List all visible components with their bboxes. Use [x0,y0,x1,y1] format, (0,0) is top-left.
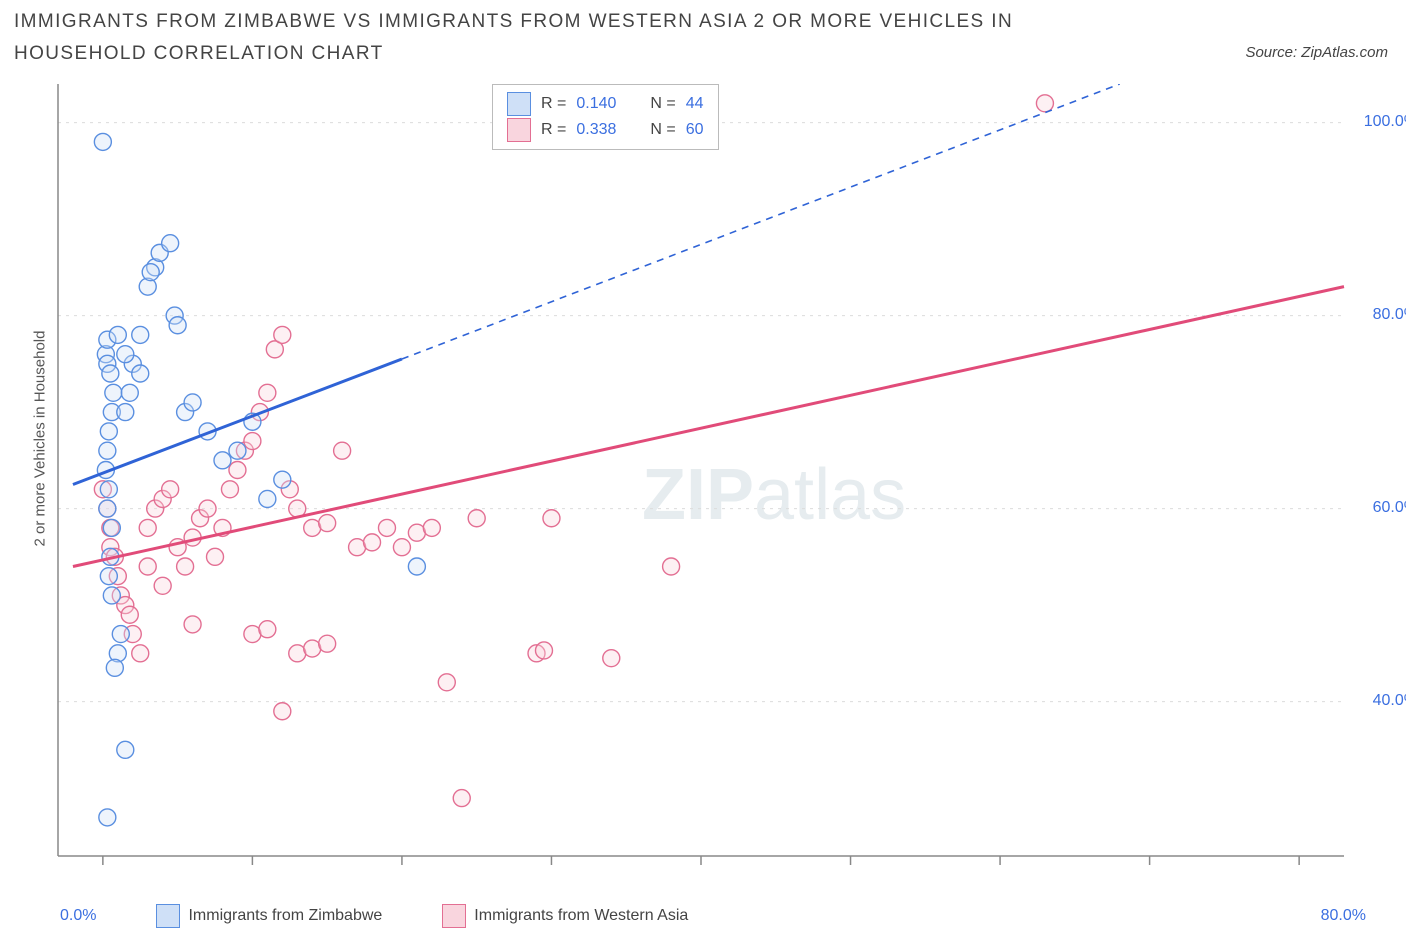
data-point [229,462,246,479]
data-point [663,558,680,575]
y-tick-label: 80.0% [1348,306,1406,324]
trendline-western-asia [73,287,1344,567]
data-point [603,650,620,667]
data-point [121,606,138,623]
y-tick-label: 60.0% [1348,499,1406,517]
data-point [162,235,179,252]
data-point [109,326,126,343]
y-tick-label: 40.0% [1348,692,1406,710]
data-point [199,500,216,517]
data-point [259,621,276,638]
stats-legend-row: R = 0.338 N = 60 [507,117,704,143]
stats-legend-row: R = 0.140 N = 44 [507,91,704,117]
data-point [378,519,395,536]
data-point [112,626,129,643]
data-point [100,481,117,498]
legend-swatch-western-asia [442,904,466,928]
data-point [99,809,116,826]
stats-n-label: N = [650,91,675,117]
stats-swatch [507,118,531,142]
data-point [244,433,261,450]
source-attribution: Source: ZipAtlas.com [1245,44,1388,61]
data-point [132,645,149,662]
data-point [105,384,122,401]
data-point [408,558,425,575]
data-point [139,558,156,575]
data-point [106,659,123,676]
data-point [117,346,134,363]
data-point [535,642,552,659]
data-point [139,519,156,536]
data-point [162,481,179,498]
stats-n-value: 44 [686,91,704,117]
data-point [319,635,336,652]
data-point [319,515,336,532]
chart-title: IMMIGRANTS FROM ZIMBABWE VS IMMIGRANTS F… [14,6,1114,70]
data-point [117,741,134,758]
data-point [102,365,119,382]
data-point [438,674,455,691]
data-point [169,317,186,334]
data-point [334,442,351,459]
data-point [184,394,201,411]
data-point [229,442,246,459]
data-point [132,326,149,343]
data-point [543,510,560,527]
data-point [207,548,224,565]
data-point [100,568,117,585]
data-point [99,500,116,517]
data-point [274,326,291,343]
data-point [221,481,238,498]
stats-r-value: 0.338 [576,117,616,143]
data-point [117,404,134,421]
data-point [1036,95,1053,112]
data-point [259,384,276,401]
x-axis-min-label: 0.0% [60,907,96,925]
data-point [154,577,171,594]
y-tick-label: 100.0% [1348,113,1406,131]
legend-swatch-zimbabwe [156,904,180,928]
stats-swatch [507,92,531,116]
bottom-legend: 0.0% Immigrants from Zimbabwe Immigrants… [0,904,1406,928]
legend-item-western-asia: Immigrants from Western Asia [442,904,688,928]
y-axis-label: 2 or more Vehicles in Household [32,309,49,569]
data-point [259,490,276,507]
stats-r-label: R = [541,91,566,117]
data-point [423,519,440,536]
data-point [100,423,117,440]
data-point [121,384,138,401]
data-point [214,452,231,469]
stats-r-value: 0.140 [576,91,616,117]
scatter-plot-svg [52,84,1388,878]
data-point [364,534,381,551]
data-point [142,264,159,281]
stats-n-value: 60 [686,117,704,143]
data-point [184,616,201,633]
x-axis-max-label: 80.0% [1321,907,1366,925]
data-point [468,510,485,527]
legend-item-zimbabwe: Immigrants from Zimbabwe [156,904,382,928]
data-point [99,442,116,459]
stats-legend: R = 0.140 N = 44 R = 0.338 N = 60 [492,84,719,150]
stats-r-label: R = [541,117,566,143]
data-point [94,133,111,150]
data-point [274,471,291,488]
data-point [393,539,410,556]
data-point [274,703,291,720]
data-point [103,587,120,604]
data-point [132,365,149,382]
data-point [177,558,194,575]
data-point [103,519,120,536]
legend-label-western-asia: Immigrants from Western Asia [474,907,688,925]
legend-label-zimbabwe: Immigrants from Zimbabwe [188,907,382,925]
stats-n-label: N = [650,117,675,143]
chart-area: ZIPatlas R =0.140N =44R =0.338N =60 40.0… [52,84,1388,878]
data-point [453,790,470,807]
